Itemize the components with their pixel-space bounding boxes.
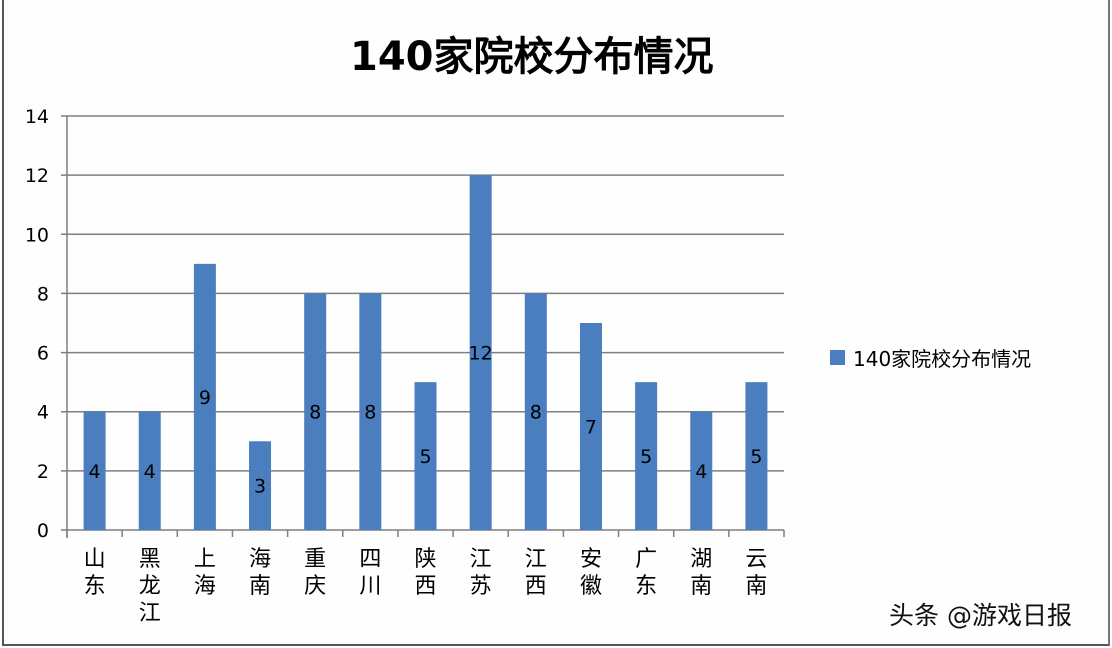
x-category-label: 海 bbox=[194, 574, 216, 599]
legend-swatch-icon bbox=[830, 350, 845, 365]
bar bbox=[138, 411, 161, 530]
data-label: 5 bbox=[640, 446, 652, 468]
data-label: 3 bbox=[254, 476, 266, 498]
x-category-label: 湖 bbox=[690, 547, 712, 572]
data-label: 8 bbox=[364, 402, 376, 424]
bar bbox=[249, 441, 272, 530]
y-tick-label: 0 bbox=[37, 520, 49, 542]
x-category-label: 川 bbox=[359, 574, 381, 599]
data-label: 4 bbox=[695, 461, 707, 483]
bar bbox=[690, 411, 713, 530]
y-tick-label: 2 bbox=[37, 461, 49, 483]
x-category-label: 山 bbox=[84, 547, 106, 572]
x-category-label: 江 bbox=[525, 547, 547, 572]
data-label: 4 bbox=[144, 461, 156, 483]
x-category-label: 南 bbox=[690, 574, 712, 599]
x-category-label: 东 bbox=[84, 574, 106, 599]
bar bbox=[579, 323, 602, 530]
x-category-label: 四 bbox=[359, 547, 381, 572]
x-category-label: 黑 bbox=[139, 547, 161, 572]
x-category-label: 苏 bbox=[470, 574, 492, 599]
x-category-label: 江 bbox=[470, 547, 492, 572]
y-tick-label: 6 bbox=[37, 343, 49, 365]
x-category-label: 上 bbox=[194, 547, 216, 572]
x-category-label: 云 bbox=[745, 547, 767, 572]
y-tick-label: 4 bbox=[37, 402, 49, 424]
data-label: 4 bbox=[89, 461, 101, 483]
x-category-label: 西 bbox=[525, 574, 547, 599]
x-category-label: 安 bbox=[580, 547, 602, 572]
y-tick-label: 10 bbox=[25, 224, 49, 246]
bar bbox=[745, 382, 768, 530]
x-category-label: 海 bbox=[249, 547, 271, 572]
legend-label: 140家院校分布情况 bbox=[853, 347, 1032, 371]
bar bbox=[193, 263, 216, 530]
x-category-label: 陕 bbox=[414, 547, 436, 572]
bar bbox=[469, 175, 492, 530]
x-category-label: 西 bbox=[414, 574, 436, 599]
x-category-label: 江 bbox=[139, 601, 161, 626]
x-category-label: 徽 bbox=[580, 574, 602, 599]
bar bbox=[524, 293, 547, 530]
bar bbox=[359, 293, 382, 530]
legend: 140家院校分布情况 bbox=[830, 343, 1031, 372]
y-tick-label: 14 bbox=[25, 106, 49, 128]
bar bbox=[304, 293, 327, 530]
x-category-label: 东 bbox=[635, 574, 657, 599]
bar bbox=[83, 411, 106, 530]
bar bbox=[635, 382, 658, 530]
x-category-label: 南 bbox=[249, 574, 271, 599]
y-tick-label: 12 bbox=[25, 165, 49, 187]
data-label: 5 bbox=[419, 446, 431, 468]
data-label: 9 bbox=[199, 387, 211, 409]
data-label: 8 bbox=[530, 402, 542, 424]
chart-title: 140家院校分布情况 bbox=[350, 34, 714, 80]
watermark: 头条 @游戏日报 bbox=[889, 601, 1072, 630]
data-label: 12 bbox=[469, 343, 493, 365]
y-tick-label: 8 bbox=[37, 283, 49, 305]
x-category-label: 南 bbox=[745, 574, 767, 599]
x-category-label: 广 bbox=[635, 547, 657, 572]
bar bbox=[414, 382, 437, 530]
data-label: 8 bbox=[309, 402, 321, 424]
x-category-label: 龙 bbox=[139, 574, 161, 599]
data-label: 5 bbox=[750, 446, 762, 468]
data-label: 7 bbox=[585, 417, 597, 439]
x-category-label: 重 bbox=[304, 547, 326, 572]
x-category-label: 庆 bbox=[304, 574, 326, 599]
